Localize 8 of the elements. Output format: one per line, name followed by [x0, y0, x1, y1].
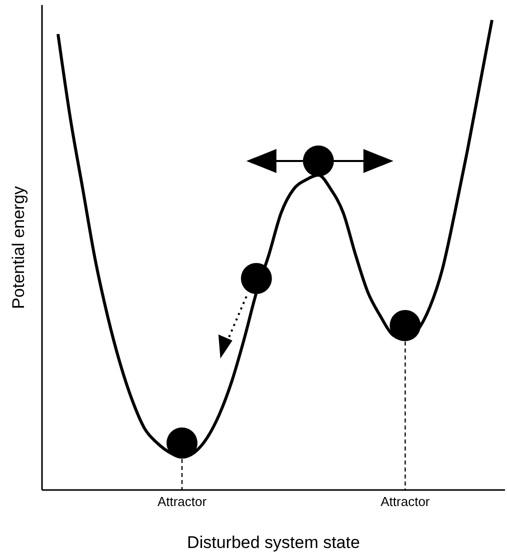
- point: [302, 146, 334, 176]
- y-axis-title: Potential energy: [9, 186, 28, 309]
- point: [166, 428, 198, 458]
- point: [240, 263, 272, 294]
- point: [390, 310, 421, 341]
- x-tick-label: Attractor: [380, 494, 430, 509]
- x-tick-label: Attractor: [157, 494, 208, 509]
- x-axis-title: Disturbed system state: [187, 533, 360, 552]
